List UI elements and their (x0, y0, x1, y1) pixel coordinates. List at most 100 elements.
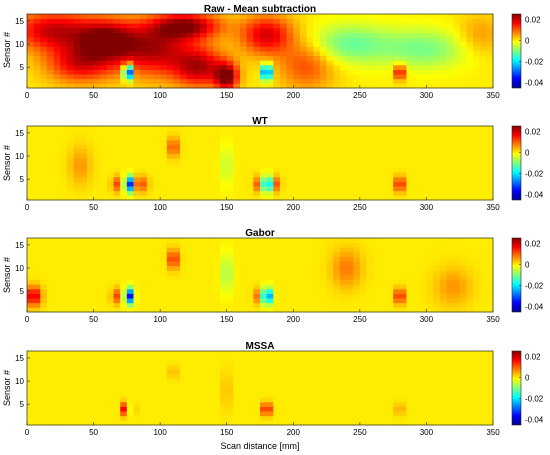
heatmap-cell (93, 55, 101, 61)
heatmap-cell (426, 388, 434, 394)
heatmap-cell (266, 415, 274, 421)
heatmap-cell (313, 238, 321, 244)
heatmap-cell (193, 293, 201, 299)
x-tick-label: 200 (287, 203, 301, 212)
heatmap-cell (266, 55, 274, 61)
heatmap-cell (100, 172, 108, 178)
heatmap-cell (146, 411, 154, 417)
heatmap-cell (186, 420, 194, 426)
heatmap-cell (180, 383, 188, 389)
heatmap-cell (379, 78, 387, 84)
colorbar-tick-label: -0.02 (525, 282, 544, 291)
heatmap-cell (306, 186, 314, 192)
heatmap-cell (73, 355, 81, 361)
heatmap-cell (459, 139, 467, 145)
heatmap-cell (246, 251, 254, 257)
heatmap-cell (359, 351, 367, 357)
heatmap-cell (466, 190, 474, 196)
heatmap-cell (193, 23, 201, 29)
heatmap-cell (86, 261, 94, 267)
heatmap-cell (120, 144, 128, 150)
heatmap-cell (40, 135, 48, 141)
heatmap-cell (439, 293, 447, 299)
heatmap-cell (93, 307, 101, 313)
heatmap-cell (173, 27, 181, 33)
heatmap-cell (433, 298, 441, 304)
heatmap-cell (353, 378, 361, 384)
heatmap-cell (260, 401, 268, 407)
heatmap-cell (346, 270, 354, 276)
heatmap-cell (106, 181, 114, 187)
heatmap-cell (406, 369, 414, 375)
heatmap-cell (359, 265, 367, 271)
heatmap-cell (53, 172, 61, 178)
heatmap-cell (126, 186, 134, 192)
heatmap-cell (113, 64, 121, 70)
heatmap-cell (346, 135, 354, 141)
heatmap-cell (319, 261, 327, 267)
heatmap-cell (213, 172, 221, 178)
heatmap-cell (140, 32, 148, 38)
heatmap-cell (293, 163, 301, 169)
heatmap-cell (106, 51, 114, 57)
heatmap-cell (73, 420, 81, 426)
heatmap-cell (459, 176, 467, 182)
heatmap-cell (346, 238, 354, 244)
heatmap-cell (233, 163, 241, 169)
heatmap-cell (126, 32, 134, 38)
heatmap-cell (140, 158, 148, 164)
heatmap-cell (366, 420, 374, 426)
heatmap-cell (413, 176, 421, 182)
heatmap-cell (146, 355, 154, 361)
heatmap-cell (60, 135, 68, 141)
heatmap-cell (200, 37, 208, 43)
heatmap-cell (279, 190, 288, 196)
heatmap-cell (186, 383, 194, 389)
heatmap-cell (46, 163, 55, 169)
heatmap-cell (479, 37, 487, 43)
heatmap-cell (253, 37, 261, 43)
heatmap-cell (433, 284, 441, 290)
heatmap-cell (386, 46, 394, 52)
heatmap-cell (53, 176, 61, 182)
heatmap-cell (226, 41, 234, 47)
heatmap-cell (100, 195, 108, 201)
heatmap-cell (386, 401, 394, 407)
heatmap-cell (446, 364, 454, 370)
heatmap-cell (166, 270, 174, 276)
heatmap-cell (339, 32, 347, 38)
heatmap-cell (359, 32, 367, 38)
heatmap-cell (479, 32, 487, 38)
heatmap-cell (146, 288, 154, 294)
heatmap-cell (459, 411, 467, 417)
heatmap-cell (100, 190, 108, 196)
heatmap-cell (433, 378, 441, 384)
heatmap-cell (160, 163, 168, 169)
heatmap-cell (326, 74, 334, 80)
heatmap-cell (413, 60, 421, 66)
heatmap-cell (166, 78, 174, 84)
heatmap-cell (286, 261, 294, 267)
heatmap-cell (233, 195, 241, 201)
heatmap-cell (193, 247, 201, 253)
heatmap-cell (479, 51, 487, 57)
heatmap-cell (166, 364, 174, 370)
heatmap-cell (346, 397, 354, 403)
heatmap-cell (279, 55, 288, 61)
heatmap-cell (346, 388, 354, 394)
heatmap-cell (379, 238, 387, 244)
heatmap-cell (439, 302, 447, 308)
heatmap-cell (286, 284, 294, 290)
heatmap-cell (233, 360, 241, 366)
heatmap-cell (446, 406, 454, 412)
heatmap-cell (126, 261, 134, 267)
colorbar (511, 125, 522, 201)
heatmap-cell (173, 153, 181, 159)
heatmap-cell (479, 27, 487, 33)
heatmap-cell (453, 256, 461, 262)
heatmap-cell (93, 144, 101, 150)
heatmap-cell (326, 64, 334, 70)
heatmap-cell (213, 149, 221, 155)
heatmap-cell (359, 378, 367, 384)
heatmap-cell (100, 275, 108, 281)
